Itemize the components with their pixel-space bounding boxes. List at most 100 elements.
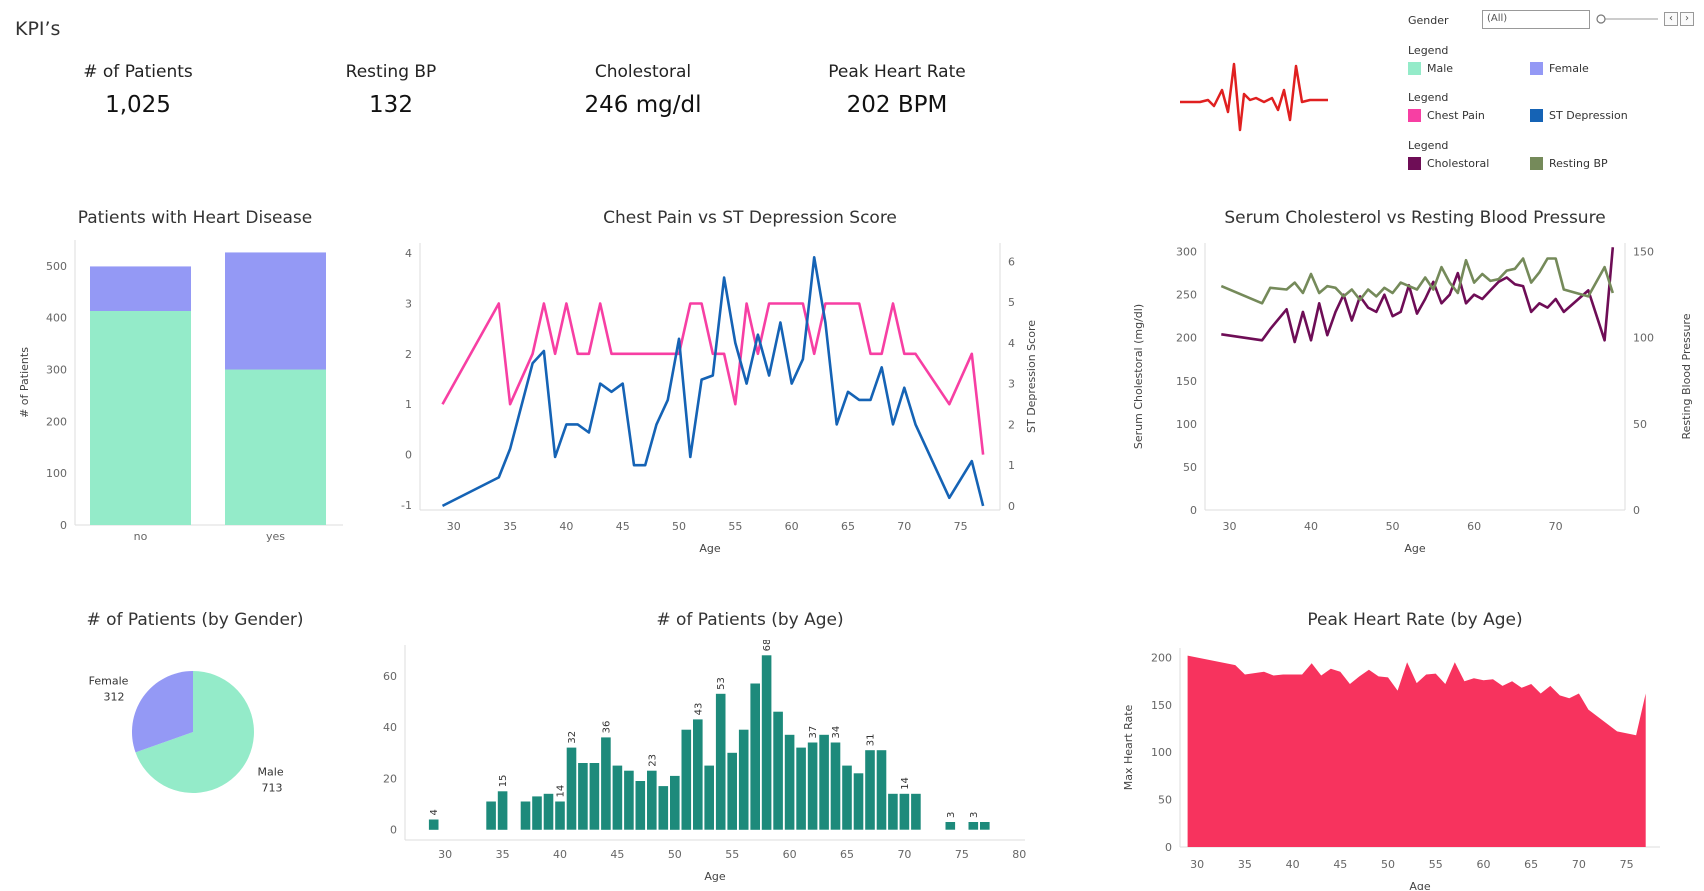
- x-tick-label: 65: [841, 520, 855, 533]
- kpi-label: Cholestoral: [594, 62, 692, 82]
- x-tick-label: 60: [1467, 520, 1481, 533]
- legend-heading: Legend: [1408, 91, 1449, 104]
- bar: [681, 729, 692, 830]
- chart-heart-disease: 0 100 200 300 400 500 no yes # of Patients: [18, 240, 343, 543]
- y-tick-label: 400: [46, 312, 67, 325]
- bar: [693, 719, 703, 830]
- bar: [601, 737, 611, 830]
- y-tick-label: 300: [1176, 246, 1197, 259]
- y-axis-label: Chest Pain Type: [380, 333, 381, 420]
- y2-tick-label: 0: [1008, 500, 1015, 513]
- y-tick-label: 0: [390, 824, 397, 837]
- legend-item-chest-pain: Chest Pain: [1408, 109, 1530, 122]
- data-label: 53: [716, 677, 727, 690]
- bar: [842, 765, 852, 830]
- gender-filter-input[interactable]: (All): [1482, 10, 1590, 29]
- kpi-resting-bp: Resting BP 132: [271, 62, 511, 118]
- bar: [865, 750, 875, 830]
- y-tick-label: 150: [1176, 375, 1197, 388]
- bar: [888, 793, 898, 830]
- y2-tick-label: 150: [1633, 246, 1654, 259]
- chart-peak-heart-rate: 0 50 100 150 200 30 35 40 45 50 55 60 65 70 75 Age Max H…: [1122, 648, 1660, 890]
- x-tick-label: no: [134, 530, 148, 543]
- legend-swatch: [1530, 62, 1543, 75]
- series-line-cholestoral: [1221, 247, 1615, 344]
- y-tick-label: 200: [46, 415, 67, 428]
- y2-axis-label: Resting Blood Pressure: [1680, 313, 1693, 439]
- x-axis-label: Age: [1409, 880, 1431, 890]
- y-tick-label: 0: [60, 519, 67, 532]
- legend-item-resting-bp: Resting BP: [1530, 157, 1608, 170]
- bar: [532, 796, 542, 830]
- y-tick-label: 100: [46, 467, 67, 480]
- y-tick-label: 150: [1151, 699, 1172, 712]
- chevron-left-icon[interactable]: ‹: [1664, 12, 1678, 26]
- x-tick-label: 50: [668, 848, 682, 861]
- data-label: 15: [498, 775, 509, 788]
- x-tick-label: 80: [1012, 848, 1026, 861]
- x-tick-label: 70: [1549, 520, 1563, 533]
- legend-label: Chest Pain: [1427, 109, 1485, 122]
- bar: [819, 734, 829, 830]
- y-tick-label: 2: [405, 348, 412, 361]
- bar: [945, 822, 956, 830]
- legend-swatch: [1530, 157, 1543, 170]
- x-tick-label: 55: [728, 520, 742, 533]
- chart-serum-cholesterol-bp: 0 50 100 150 200 250 300 0 50 100 150 30 40 50 60 70 Age…: [1132, 243, 1693, 555]
- bar: [784, 734, 795, 830]
- bar-segment-male: [90, 310, 191, 525]
- y2-tick-label: 1: [1008, 459, 1015, 472]
- y2-axis-label: ST Depression Score: [1025, 320, 1038, 433]
- x-tick-label: 35: [1238, 858, 1252, 871]
- y-tick-label: 60: [383, 670, 397, 683]
- chart-patients-by-gender: Male 713 Female 312: [89, 671, 284, 795]
- bar: [543, 793, 554, 830]
- x-tick-label: 75: [1620, 858, 1634, 871]
- legend-label: Male: [1427, 62, 1454, 75]
- gender-filter-slider[interactable]: [1594, 12, 1660, 26]
- gender-filter-label: Gender: [1408, 14, 1449, 27]
- chart-title-disease: Patients with Heart Disease: [77, 208, 313, 228]
- y-tick-label: 50: [1183, 461, 1197, 474]
- y-tick-label: 200: [1176, 332, 1197, 345]
- y2-tick-label: 5: [1008, 296, 1015, 309]
- bar: [647, 770, 657, 830]
- x-tick-label: 65: [1524, 858, 1538, 871]
- legend-item-female: Female: [1530, 62, 1589, 75]
- x-tick-label: 35: [496, 848, 510, 861]
- pie-label-value: 713: [262, 782, 283, 795]
- y2-tick-label: 4: [1008, 337, 1015, 350]
- x-tick-label: 45: [610, 848, 624, 861]
- x-tick-label: 70: [1572, 858, 1586, 871]
- y2-tick-label: 2: [1008, 418, 1015, 431]
- series-line-st-depression: [441, 255, 985, 508]
- data-label: 3: [946, 812, 957, 818]
- x-tick-label: 55: [725, 848, 739, 861]
- legend-swatch: [1408, 62, 1421, 75]
- kpi-value: 246 mg/dl: [584, 92, 702, 118]
- chart-title-peak: Peak Heart Rate (by Age): [1307, 610, 1523, 630]
- chart-title-chest: Chest Pain vs ST Depression Score: [603, 208, 897, 228]
- bar: [796, 747, 806, 830]
- bar-segment-male: [225, 369, 326, 525]
- legend-swatch: [1408, 109, 1421, 122]
- bar: [704, 765, 714, 830]
- heartbeat-icon: [1180, 62, 1328, 132]
- data-label: 3: [969, 812, 980, 818]
- data-label: 43: [693, 703, 704, 716]
- kpi-label: Resting BP: [345, 62, 437, 82]
- legend-label: Cholestoral: [1427, 157, 1490, 170]
- chevron-right-icon[interactable]: ›: [1680, 12, 1694, 26]
- kpi-value: 132: [369, 92, 413, 118]
- area-series: [1187, 655, 1646, 847]
- legend-item-st-depression: ST Depression: [1530, 109, 1628, 122]
- bar: [486, 801, 496, 830]
- legend-item-cholestoral: Cholestoral: [1408, 157, 1530, 170]
- bar: [727, 752, 737, 830]
- y-tick-label: 3: [405, 297, 412, 310]
- bar: [738, 729, 749, 830]
- y2-tick-label: 100: [1633, 332, 1654, 345]
- bar: [670, 775, 680, 830]
- chart-title-serum: Serum Cholesterol vs Resting Blood Press…: [1224, 208, 1606, 228]
